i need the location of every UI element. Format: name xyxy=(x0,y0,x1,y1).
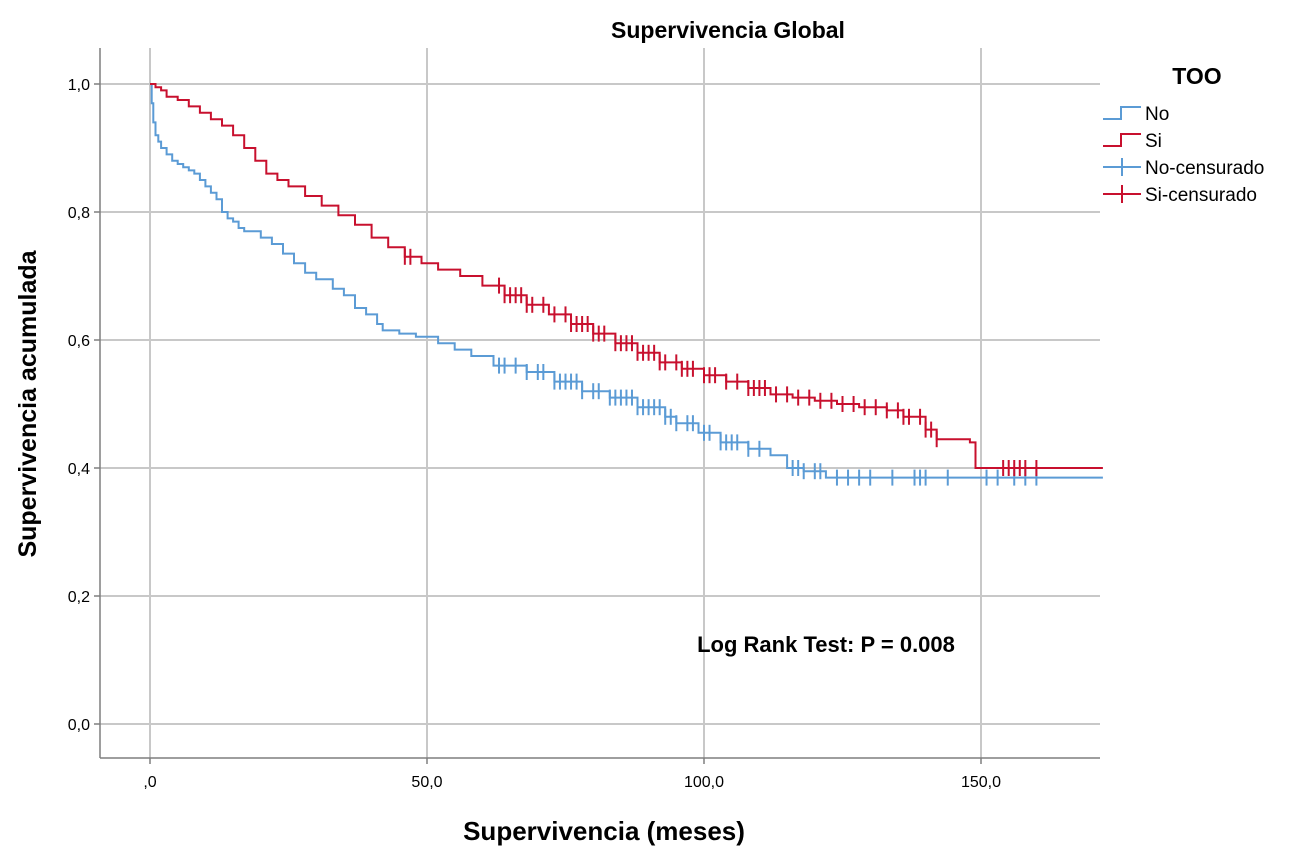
y-tick-label: 1,0 xyxy=(68,77,90,94)
y-tick-label: 0,6 xyxy=(68,333,90,350)
legend-label: Si xyxy=(1145,131,1162,152)
legend-title: TOO xyxy=(1172,63,1221,89)
legend-label: No xyxy=(1145,104,1169,125)
series-line-no xyxy=(150,83,1103,479)
y-tick-label: 0,0 xyxy=(68,717,90,734)
axes: 0,0 0,2 0,4 0,6 0,8 1,0 ,0 50,0 100,0 150,0 xyxy=(68,48,1100,791)
y-tick-label: 0,4 xyxy=(68,461,90,478)
x-tick-label: 150,0 xyxy=(961,774,1001,791)
plot-area xyxy=(150,83,1103,479)
y-axis-title: Supervivencia acumulada xyxy=(14,249,42,557)
x-axis-title: Supervivencia (meses) xyxy=(463,816,745,846)
series-line-si xyxy=(150,83,1103,469)
x-tick-label: 100,0 xyxy=(684,774,724,791)
chart-title: Supervivencia Global xyxy=(611,17,845,43)
legend-label: Si-censurado xyxy=(1145,185,1257,206)
x-tick-label: 50,0 xyxy=(411,774,442,791)
legend-step-symbol xyxy=(1103,106,1141,120)
y-tick-label: 0,2 xyxy=(68,589,90,606)
censor-marks xyxy=(403,248,1038,486)
log-rank-annotation: Log Rank Test: P = 0.008 xyxy=(697,632,955,657)
gridlines xyxy=(100,48,1100,758)
legend-step-symbol xyxy=(1103,133,1141,147)
y-tick-label: 0,8 xyxy=(68,205,90,222)
x-tick-label: ,0 xyxy=(143,774,156,791)
legend: TOO No Si No-censurado Si-censurado xyxy=(1103,63,1264,206)
legend-label: No-censurado xyxy=(1145,158,1264,179)
